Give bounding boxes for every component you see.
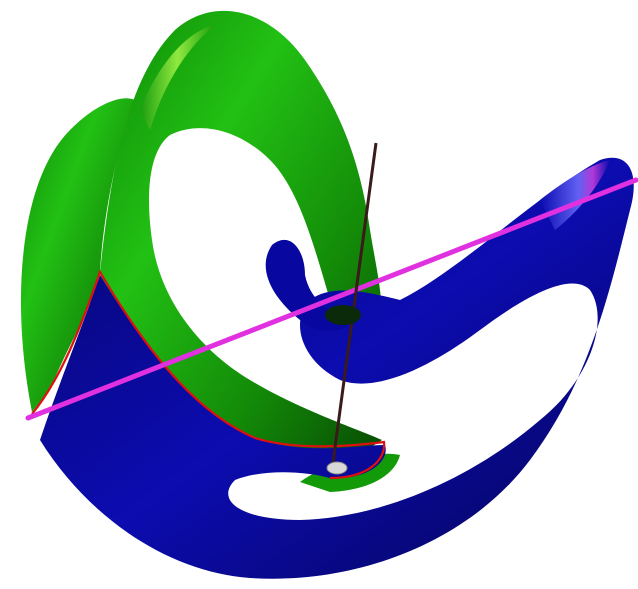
green-highlight <box>140 25 215 130</box>
center-dot <box>326 461 348 475</box>
vertical-axis <box>330 142 378 471</box>
green-surface-left-lobe <box>20 98 135 412</box>
green-surface-arch <box>100 10 382 463</box>
blue-surface-swoop <box>40 157 634 579</box>
magenta-axis <box>25 177 638 421</box>
red-edge-curve <box>31 269 386 480</box>
center-junction <box>325 305 361 325</box>
blue-surface-inner-hook <box>265 239 355 332</box>
